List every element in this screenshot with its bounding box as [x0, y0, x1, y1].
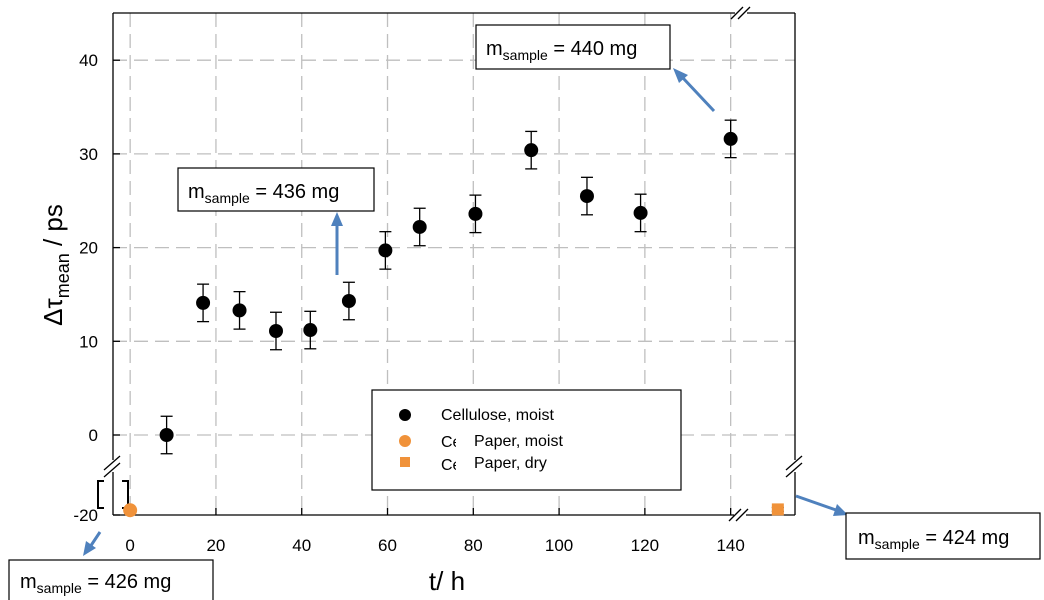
svg-text:msample = 426 mg: msample = 426 mg — [20, 571, 171, 596]
point-paper-moist — [123, 503, 138, 518]
point-cellulose-moist — [633, 193, 648, 233]
y-axis-label-prefix: Δτ — [38, 298, 68, 326]
arrow-436-head — [331, 212, 343, 226]
point-cellulose-moist — [524, 130, 539, 170]
annotation-426: msample = 426 mg — [8, 559, 214, 600]
point-cellulose-moist — [268, 311, 283, 351]
marker-square — [771, 503, 784, 516]
data-points — [123, 119, 784, 518]
legend-overlap-cover — [456, 455, 474, 477]
annotation-424: msample = 424 mg — [845, 512, 1041, 560]
point-cellulose-moist — [579, 176, 594, 216]
x-tick-label: 80 — [464, 536, 483, 555]
legend-marker-paper-moist — [399, 435, 411, 447]
svg-text:msample = 436 mg: msample = 436 mg — [188, 181, 339, 206]
axis-break-marks — [103, 6, 803, 522]
marker-circle — [633, 205, 648, 220]
y-axis-label: Δτmean / ps — [38, 204, 73, 326]
marker-circle — [579, 189, 594, 204]
arrow-424 — [795, 494, 837, 512]
svg-text:msample = 424 mg: msample = 424 mg — [858, 527, 1009, 552]
marker-circle — [232, 303, 247, 318]
axis-break-mark — [103, 462, 121, 478]
x-tick-label: 120 — [631, 536, 659, 555]
marker-circle — [303, 323, 318, 338]
x-tick-label: 60 — [378, 536, 397, 555]
y-tick-label: -20 — [73, 506, 98, 525]
x-tick-label: 20 — [206, 536, 225, 555]
marker-circle — [524, 143, 539, 158]
x-tick-label: 140 — [716, 536, 744, 555]
legend-marker-paper-dry — [400, 457, 410, 467]
legend: Cellulose, moist Ce Paper, moist Ce Pape… — [371, 389, 682, 491]
marker-circle — [159, 428, 174, 442]
point-cellulose-moist — [196, 283, 211, 323]
arrow-426-head — [83, 541, 96, 556]
axis-break-mark — [785, 462, 803, 478]
point-cellulose-moist — [232, 290, 247, 330]
legend-label-paper-dry: Paper, dry — [474, 455, 547, 472]
axis-break-mark — [735, 508, 749, 522]
point-cellulose-moist — [303, 310, 318, 350]
y-tick-label: 40 — [79, 51, 98, 70]
legend-cellulose-clip — [436, 422, 676, 426]
legend-label-paper-moist: Paper, moist — [474, 433, 563, 450]
x-tick-label: 0 — [125, 536, 134, 555]
marker-circle — [723, 131, 738, 146]
marker-circle — [196, 295, 211, 310]
legend-label-cellulose-moist: Cellulose, moist — [441, 407, 554, 424]
tick-labels: -20 0 10 20 30 40 0 20 40 60 80 100 120 140 — [73, 51, 744, 555]
y-tick-label: 10 — [79, 332, 98, 351]
annotation-440: msample = 440 mg — [475, 24, 671, 70]
svg-text:msample = 440 mg: msample = 440 mg — [486, 38, 637, 63]
arrow-424-head — [833, 504, 848, 516]
marker-circle — [468, 206, 483, 221]
point-cellulose-moist — [341, 281, 356, 321]
y-tick-label: 0 — [89, 426, 98, 445]
x-tick-label: 40 — [292, 536, 311, 555]
arrow-426 — [88, 531, 102, 548]
x-axis-label: t/ h — [429, 566, 465, 596]
marker-circle — [123, 503, 138, 518]
axis-ticks — [113, 59, 732, 516]
marker-circle — [378, 243, 393, 258]
marker-circle — [341, 294, 356, 309]
point-paper-dry — [771, 503, 784, 516]
marker-circle — [268, 323, 283, 338]
axis-break-mark — [730, 6, 744, 20]
legend-box — [371, 389, 682, 491]
point-cellulose-moist — [723, 119, 738, 159]
marker-circle — [412, 219, 427, 234]
y-tick-label: 20 — [79, 239, 98, 258]
annotation-436: msample = 436 mg — [177, 167, 375, 212]
y-tick-label: 30 — [79, 145, 98, 164]
axis-break-mark — [728, 508, 742, 522]
axis-break-mark — [103, 455, 121, 471]
arrow-440-head — [673, 68, 688, 83]
y-axis-label-sub: mean — [53, 253, 73, 298]
point-cellulose-moist — [378, 231, 393, 270]
annotation-arrows — [83, 68, 848, 556]
arrow-440 — [681, 76, 716, 113]
point-cellulose-moist — [412, 207, 427, 247]
y-axis-label-suffix: / ps — [38, 204, 68, 253]
axis-break-mark — [785, 455, 803, 471]
point-cellulose-moist — [468, 194, 483, 234]
axis-break-mark — [737, 6, 751, 20]
point-cellulose-moist — [159, 415, 174, 455]
x-tick-label: 100 — [545, 536, 573, 555]
legend-marker-cellulose-moist — [399, 409, 411, 421]
